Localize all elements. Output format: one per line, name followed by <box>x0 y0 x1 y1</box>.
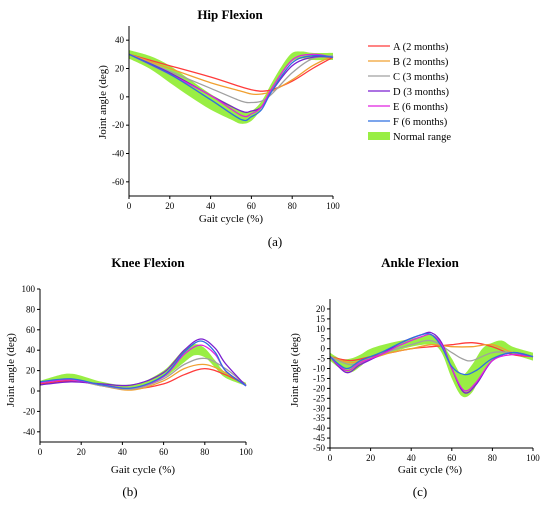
hip-x-axis-label: Gait cycle (%) <box>199 213 263 225</box>
hip-series-c-line <box>128 53 334 104</box>
ankle-x-tick-label: 100 <box>526 453 540 463</box>
hip-y-tick-label: 20 <box>115 64 125 74</box>
ankle-y-tick-label: -5 <box>318 354 326 364</box>
hip-flexion-panel: Hip Flexion Joint angle (deg) Gait cycle… <box>97 7 340 249</box>
ankle-x-tick-label: 60 <box>447 453 457 463</box>
knee-y-tick-label: 40 <box>26 345 36 355</box>
ankle-y-tick-label: -15 <box>313 373 325 383</box>
hip-x-tick-label: 100 <box>326 201 340 211</box>
ankle-flexion-panel: Ankle Flexion Joint angle (deg) Gait cyc… <box>289 255 540 499</box>
legend: A (2 months) B (2 months) C (3 months) D… <box>368 42 451 143</box>
knee-y-tick-label: 80 <box>26 304 36 314</box>
ankle-y-axis-label: Joint angle (deg) <box>289 333 301 407</box>
hip-x-tick-label: 80 <box>288 201 298 211</box>
hip-flexion-title: Hip Flexion <box>197 7 263 22</box>
hip-series-e-line <box>128 53 334 118</box>
ankle-series-a-line <box>329 342 534 362</box>
knee-y-axis-label: Joint angle (deg) <box>5 333 17 407</box>
ankle-y-tick-label: 10 <box>316 324 326 334</box>
legend-item-f: F (6 months) <box>368 117 448 128</box>
ankle-x-axis-label: Gait cycle (%) <box>398 464 462 476</box>
ankle-y-tick-label: 20 <box>316 304 326 314</box>
ankle-y-tick-label: -10 <box>313 364 325 374</box>
legend-label-normal-range: Normal range <box>393 132 451 143</box>
hip-x-tick-label: 40 <box>206 201 216 211</box>
hip-y-axis-label: Joint angle (deg) <box>97 65 109 139</box>
legend-item-b: B (2 months) <box>368 57 449 68</box>
legend-label-c: C (3 months) <box>393 72 449 83</box>
legend-label-f: F (6 months) <box>393 117 448 128</box>
legend-item-normal-range: Normal range <box>368 132 451 143</box>
hip-y-tick-label: -40 <box>112 149 124 159</box>
knee-flexion-title: Knee Flexion <box>111 255 185 270</box>
knee-y-tick-label: 100 <box>22 284 36 294</box>
knee-x-tick-label: 60 <box>159 447 169 457</box>
hip-y-tick-label: 0 <box>120 92 125 102</box>
knee-y-tick-label: -40 <box>23 427 35 437</box>
legend-label-d: D (3 months) <box>393 87 450 98</box>
knee-series-f-line <box>39 340 247 389</box>
ankle-y-tick-label: 15 <box>316 314 326 324</box>
hip-series-f-line <box>128 53 334 122</box>
ankle-x-tick-label: 80 <box>488 453 498 463</box>
knee-x-tick-label: 20 <box>77 447 87 457</box>
legend-item-e: E (6 months) <box>368 102 448 113</box>
knee-y-tick-label: -20 <box>23 406 35 416</box>
ankle-x-tick-label: 20 <box>366 453 376 463</box>
panel-label-a: (a) <box>268 234 282 249</box>
knee-x-tick-label: 80 <box>200 447 210 457</box>
hip-x-tick-label: 0 <box>127 201 132 211</box>
hip-x-tick-label: 20 <box>165 201 175 211</box>
ankle-y-tick-label: 5 <box>321 334 326 344</box>
ankle-x-tick-label: 40 <box>407 453 417 463</box>
ankle-y-tick-label: -50 <box>313 443 325 453</box>
ankle-x-tick-label: 0 <box>328 453 333 463</box>
knee-flexion-panel: Knee Flexion Joint angle (deg) Gait cycl… <box>5 255 253 499</box>
ankle-y-tick-label: 0 <box>321 344 326 354</box>
legend-label-e: E (6 months) <box>393 102 448 113</box>
ankle-y-tick-label: -40 <box>313 423 325 433</box>
hip-x-tick-label: 60 <box>247 201 257 211</box>
knee-y-tick-label: 60 <box>26 325 36 335</box>
legend-swatch-normal-range <box>368 132 390 140</box>
hip-normal-range-band <box>129 50 333 124</box>
ankle-y-tick-label: -35 <box>313 413 325 423</box>
ankle-flexion-title: Ankle Flexion <box>381 255 459 270</box>
knee-x-axis-label: Gait cycle (%) <box>111 464 175 476</box>
ankle-y-tick-label: -45 <box>313 433 325 443</box>
hip-plot-area: 0 20 40 60 80 100 -60 -40 -20 0 20 40 <box>112 26 340 211</box>
legend-item-c: C (3 months) <box>368 72 449 83</box>
knee-x-tick-label: 100 <box>239 447 253 457</box>
knee-x-tick-label: 0 <box>38 447 43 457</box>
legend-label-b: B (2 months) <box>393 57 449 68</box>
legend-item-a: A (2 months) <box>368 42 449 53</box>
ankle-plot-area: 0 20 40 60 80 100-50-45-40-35-30-25-20-15-10-… <box>313 299 540 463</box>
knee-x-tick-label: 40 <box>118 447 128 457</box>
hip-y-tick-label: -60 <box>112 177 124 187</box>
legend-label-a: A (2 months) <box>393 42 449 53</box>
hip-series-b-line <box>128 53 334 96</box>
hip-y-tick-label: -20 <box>112 120 124 130</box>
panel-label-c: (c) <box>413 484 427 499</box>
legend-item-d: D (3 months) <box>368 87 450 98</box>
ankle-normal-range-band <box>330 334 533 398</box>
ankle-series-e-line <box>329 333 534 392</box>
knee-normal-range-band <box>40 344 246 388</box>
ankle-y-tick-label: -20 <box>313 383 325 393</box>
hip-series-a-line <box>128 53 334 92</box>
knee-y-tick-label: 20 <box>26 366 36 376</box>
ankle-series-f-line <box>329 332 534 376</box>
ankle-y-tick-label: -25 <box>313 393 325 403</box>
hip-y-tick-label: 40 <box>115 35 125 45</box>
panel-label-b: (b) <box>122 484 137 499</box>
knee-plot-area: 0 20 40 60 80 100 -40 -20 0 20 40 60 80 100 <box>22 284 254 457</box>
knee-y-tick-label: 0 <box>31 386 36 396</box>
ankle-y-tick-label: -30 <box>313 403 325 413</box>
